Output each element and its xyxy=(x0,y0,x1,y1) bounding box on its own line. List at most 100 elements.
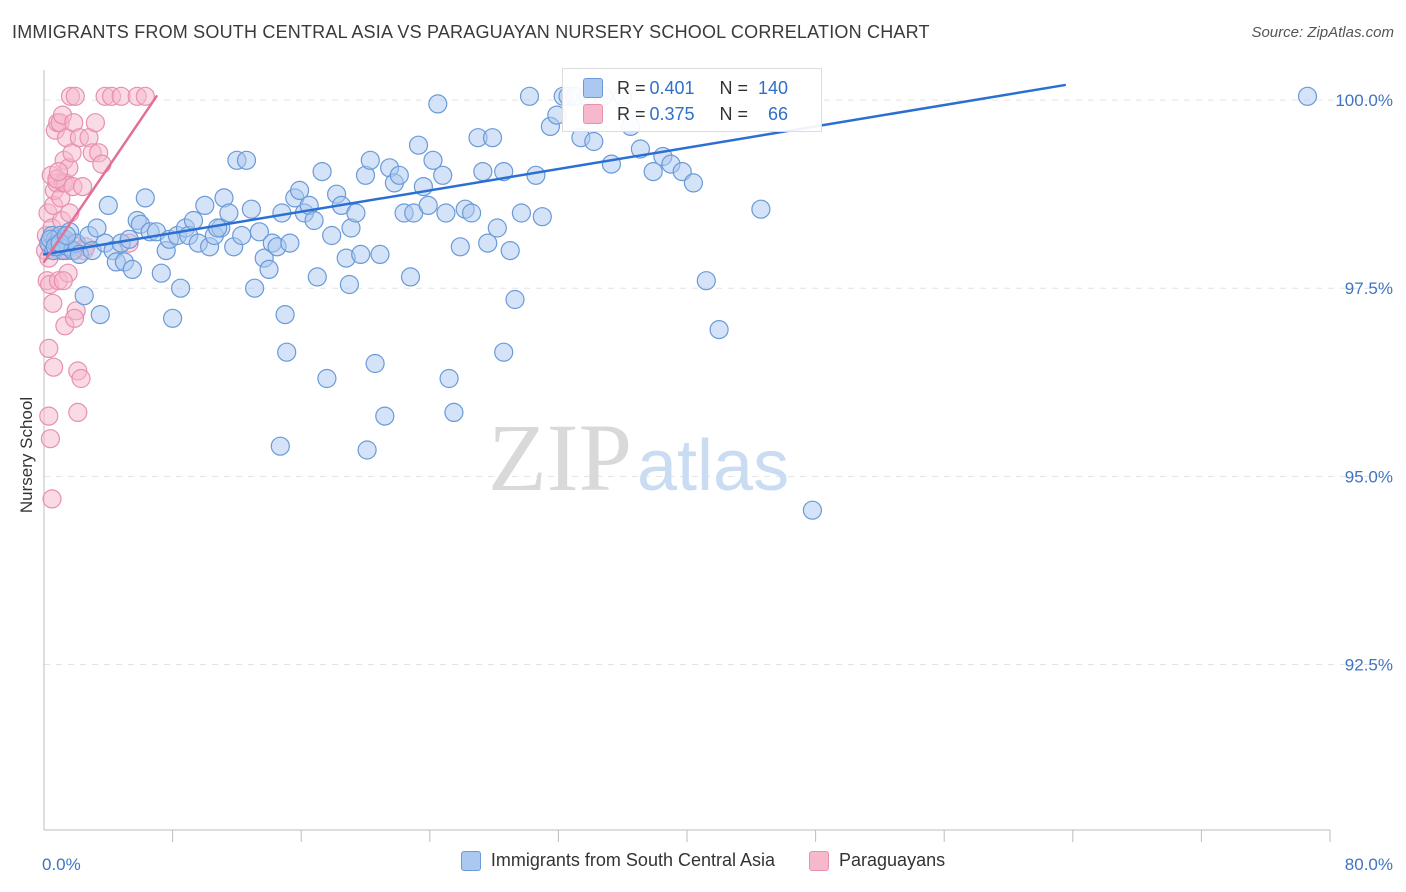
data-point-pink xyxy=(40,429,61,449)
data-point-blue xyxy=(478,233,498,253)
stats-row-blue: R = 0.401 N = 140 xyxy=(563,75,788,101)
data-point-pink xyxy=(43,293,63,313)
trend-line-pink xyxy=(42,95,158,264)
data-point-blue xyxy=(171,278,191,298)
data-point-blue xyxy=(249,222,269,242)
data-point-blue xyxy=(408,135,429,155)
data-point-blue xyxy=(208,218,228,238)
data-point-blue xyxy=(505,289,525,310)
stats-r-label: R = xyxy=(617,77,646,98)
watermark-zip: ZIP xyxy=(488,404,632,511)
data-point-pink xyxy=(39,338,59,358)
trend-line-blue xyxy=(42,83,1067,256)
data-point-blue xyxy=(195,195,215,215)
stats-n-label: N = xyxy=(719,77,749,98)
data-point-blue xyxy=(462,203,482,223)
stats-r-label: R = xyxy=(617,103,646,124)
data-point-pink xyxy=(111,86,131,106)
data-point-blue xyxy=(709,320,729,340)
source-credit: Source: ZipAtlas.com xyxy=(1251,24,1394,41)
data-point-pink xyxy=(71,368,91,389)
data-point-blue xyxy=(643,162,663,182)
axes xyxy=(43,70,1331,842)
legend-swatch-blue xyxy=(460,850,481,871)
data-point-blue xyxy=(219,203,239,223)
data-point-blue xyxy=(370,244,390,264)
blue-series xyxy=(39,86,1318,520)
data-point-blue xyxy=(135,188,155,208)
y-axis-label: Nursery School xyxy=(17,396,36,514)
stats-n-value-pink: 66 xyxy=(768,103,789,124)
data-point-blue xyxy=(482,128,503,148)
data-point-pink xyxy=(39,406,59,426)
data-point-blue xyxy=(365,353,385,374)
data-point-pink xyxy=(92,154,112,174)
data-point-blue xyxy=(183,210,204,231)
data-point-blue xyxy=(232,225,252,246)
tick-labels: 100.0% 97.5% 95.0% 92.5% 0.0% 80.0% xyxy=(42,91,1393,874)
x-tick-label: 80.0% xyxy=(1345,855,1393,874)
data-point-blue xyxy=(151,263,171,283)
data-point-blue xyxy=(98,195,118,215)
stats-r-value-pink: 0.375 xyxy=(649,103,695,124)
data-point-blue xyxy=(584,131,604,152)
data-point-blue xyxy=(1297,86,1318,106)
data-point-blue xyxy=(802,500,823,520)
data-point-blue xyxy=(494,342,514,362)
stats-r-value-blue: 0.401 xyxy=(649,77,695,98)
stats-swatch-pink xyxy=(583,104,603,124)
watermark: ZIP atlas xyxy=(488,404,789,511)
data-point-blue xyxy=(360,150,380,170)
data-point-pink xyxy=(72,177,93,197)
data-point-blue xyxy=(439,368,459,389)
data-point-blue xyxy=(259,259,279,279)
data-point-blue xyxy=(317,368,337,389)
stats-box: R = 0.401 N = 140 R = 0.375 N = 66 xyxy=(562,68,822,132)
x-tick-label: 0.0% xyxy=(42,855,81,874)
data-point-blue xyxy=(90,305,110,325)
watermark-atlas: atlas xyxy=(637,426,789,506)
data-point-blue xyxy=(511,203,532,223)
legend-item-pink[interactable]: Paraguayans xyxy=(809,850,945,871)
data-point-blue xyxy=(500,241,520,261)
legend-label-blue: Immigrants from South Central Asia xyxy=(490,850,776,870)
data-point-pink xyxy=(43,357,64,377)
data-point-blue xyxy=(346,203,366,223)
data-point-blue xyxy=(357,440,377,460)
data-point-blue xyxy=(241,199,261,219)
data-point-blue xyxy=(87,218,107,238)
y-tick-label: 97.5% xyxy=(1345,279,1393,298)
stats-n-label: N = xyxy=(719,103,749,124)
data-point-pink xyxy=(68,402,88,422)
data-point-pink xyxy=(42,489,62,509)
legend-item-blue[interactable]: Immigrants from South Central Asia xyxy=(460,850,776,871)
data-point-blue xyxy=(322,225,342,246)
data-point-blue xyxy=(473,162,493,182)
y-tick-label: 95.0% xyxy=(1345,467,1393,486)
data-point-pink xyxy=(85,113,106,133)
data-point-blue xyxy=(290,180,310,200)
legend-swatch-pink xyxy=(809,850,830,871)
data-point-blue xyxy=(428,94,448,114)
data-point-blue xyxy=(519,86,540,106)
data-point-blue xyxy=(423,150,443,170)
data-point-blue xyxy=(74,286,94,306)
data-point-pink xyxy=(53,271,73,291)
legend-label-pink: Paraguayans xyxy=(839,850,946,870)
data-point-blue xyxy=(304,210,324,231)
chart-title: IMMIGRANTS FROM SOUTH CENTRAL ASIA VS PA… xyxy=(12,22,930,42)
data-point-blue xyxy=(450,237,470,257)
data-point-blue xyxy=(418,195,438,215)
data-point-blue xyxy=(375,406,395,426)
data-point-blue xyxy=(280,233,300,253)
stats-row-pink: R = 0.375 N = 66 xyxy=(563,101,788,127)
data-point-blue xyxy=(56,225,77,246)
data-point-blue xyxy=(245,278,265,298)
data-point-pink xyxy=(135,86,155,106)
data-point-pink xyxy=(48,162,69,182)
data-point-blue xyxy=(236,150,257,170)
pink-series xyxy=(35,86,155,509)
data-point-blue xyxy=(696,271,716,291)
gridlines xyxy=(44,99,1380,665)
